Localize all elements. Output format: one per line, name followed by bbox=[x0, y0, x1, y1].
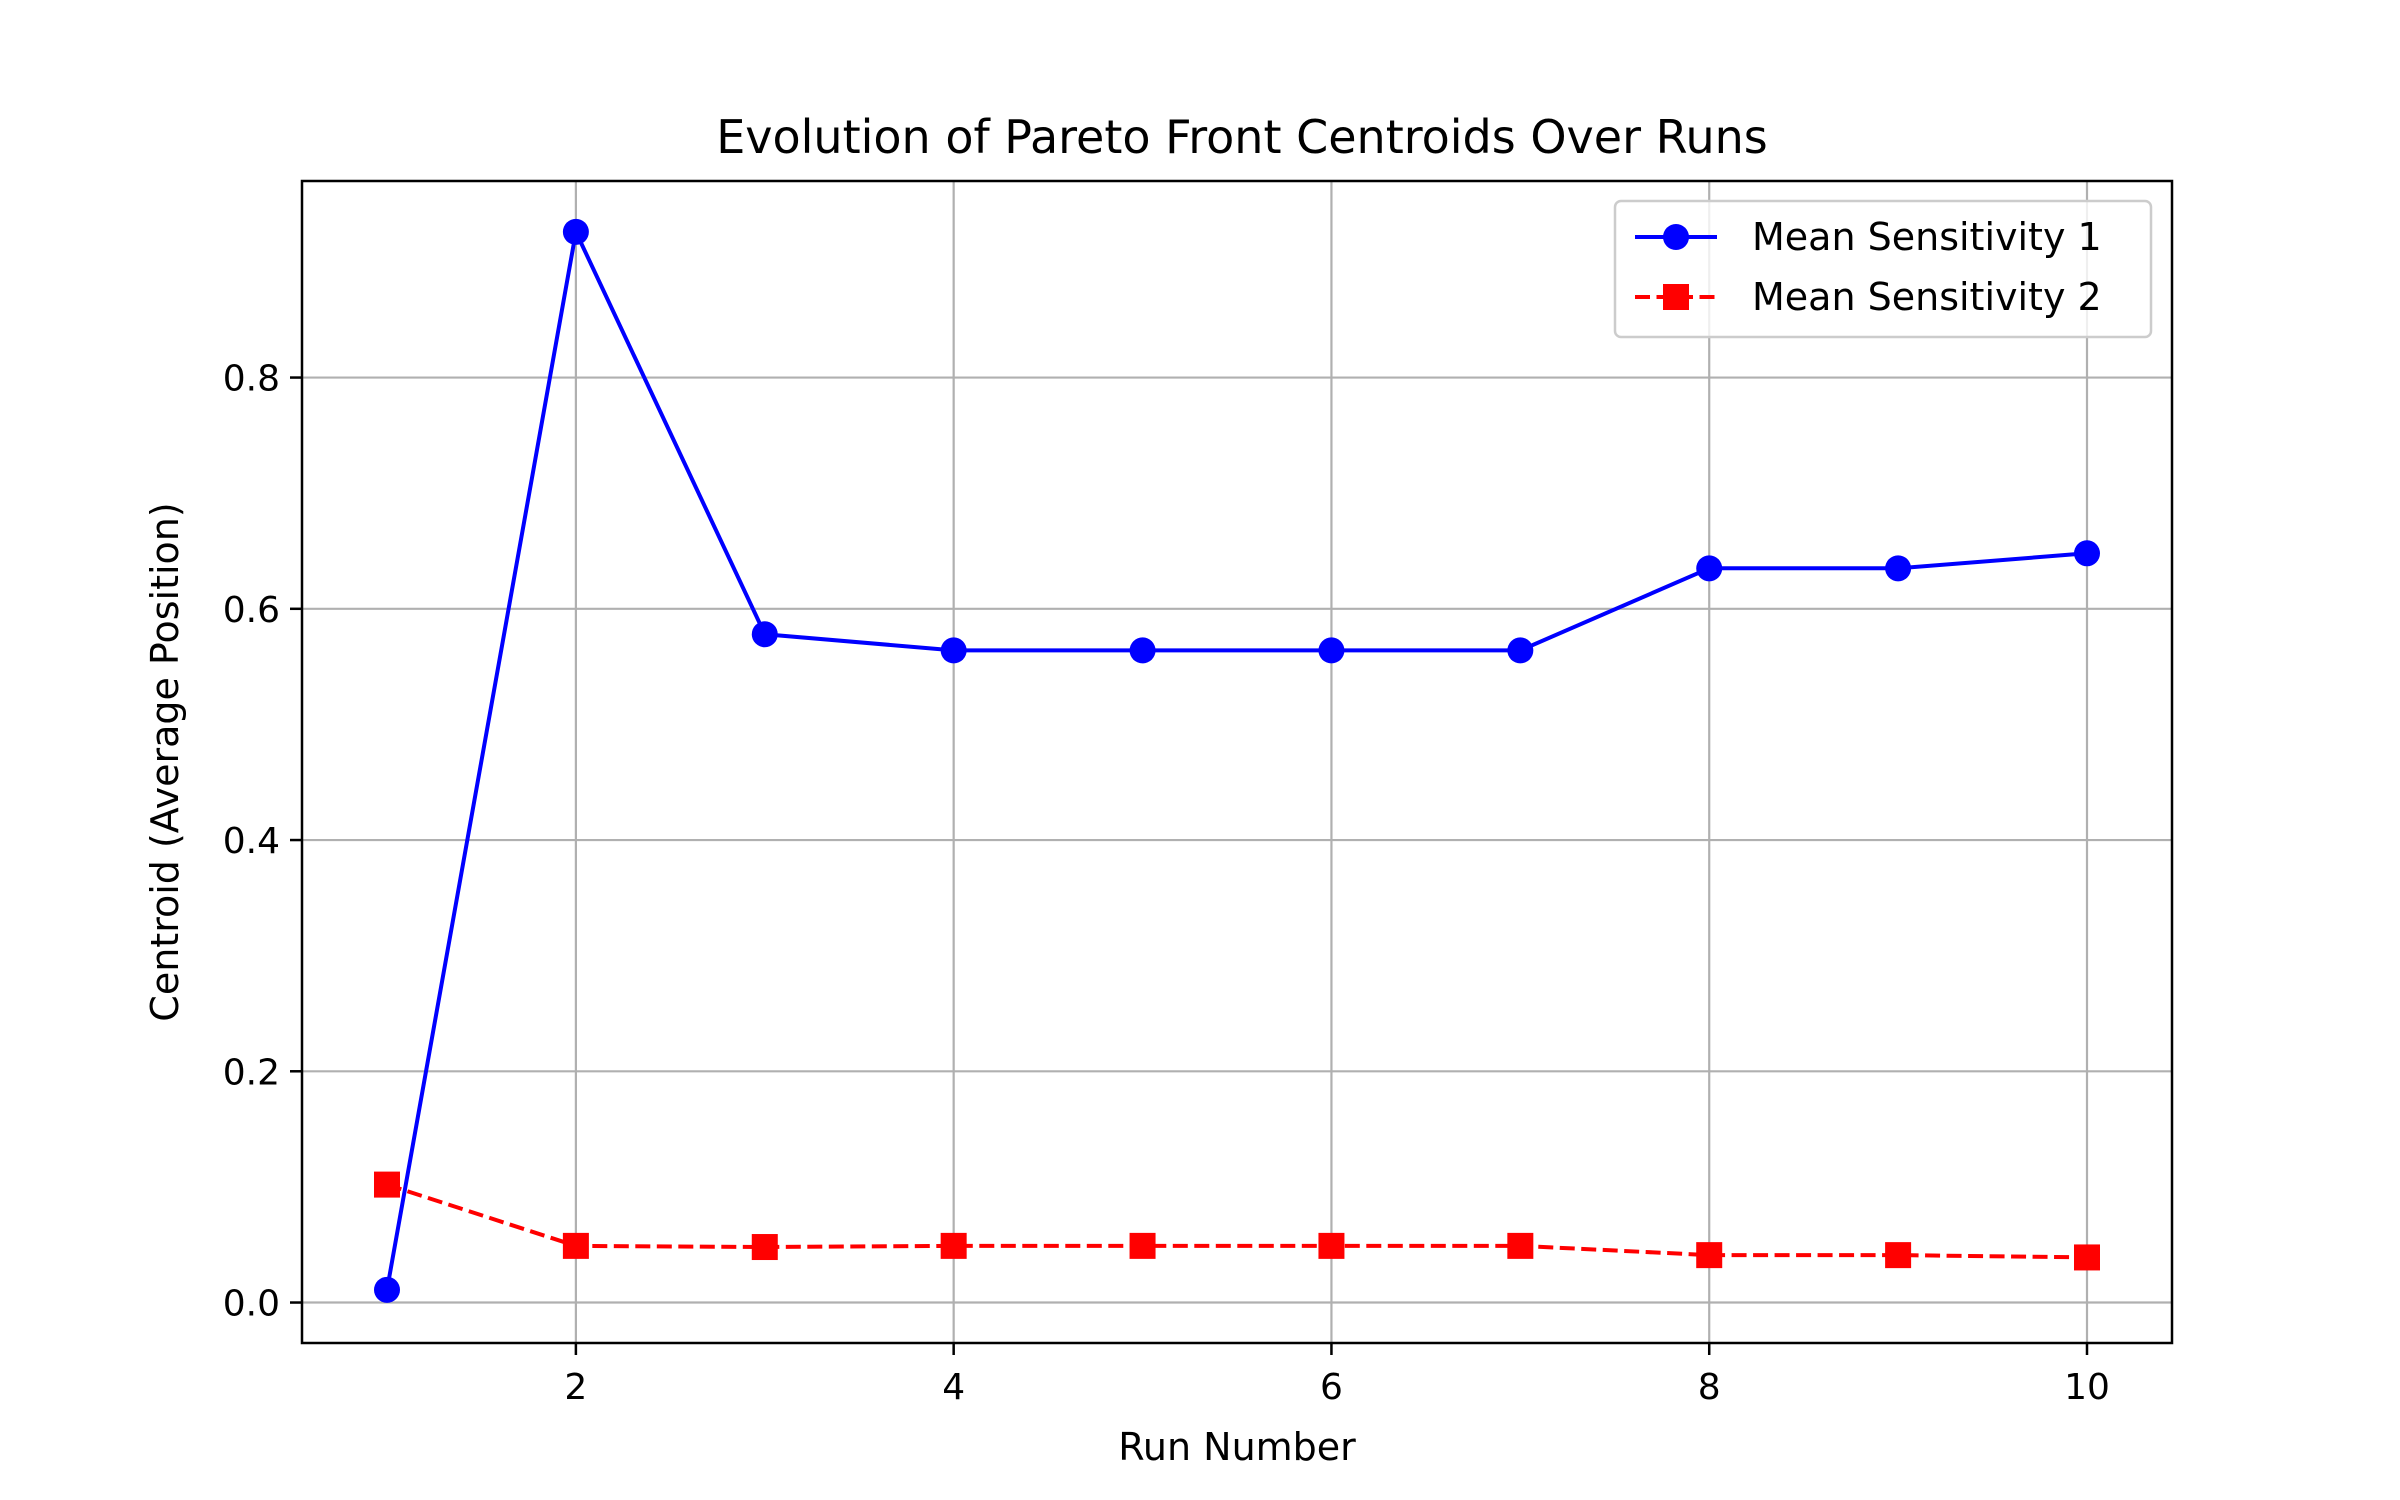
data-point bbox=[1696, 555, 1723, 582]
legend-marker bbox=[1663, 224, 1689, 250]
data-point bbox=[1129, 1232, 1156, 1259]
series-line bbox=[385, 229, 2088, 1291]
y-tick-label: 0.0 bbox=[223, 1284, 280, 1325]
y-tick-label: 0.8 bbox=[223, 359, 280, 400]
data-point bbox=[562, 218, 589, 245]
data-point bbox=[1318, 1232, 1345, 1259]
series-line bbox=[386, 1182, 2088, 1260]
series-2 bbox=[374, 1171, 2100, 1271]
data-point bbox=[374, 1276, 400, 1303]
data-point bbox=[940, 1232, 967, 1259]
legend: Mean Sensitivity 1 Mean Sensitivity 2 bbox=[1613, 199, 2153, 339]
y-tick-label: 0.4 bbox=[223, 821, 280, 862]
data-point bbox=[940, 637, 967, 664]
data-point bbox=[1885, 1242, 1912, 1269]
y-axis-label: Centroid (Average Position) bbox=[143, 502, 187, 1021]
x-tick-label: 2 bbox=[564, 1367, 587, 1408]
series-layer bbox=[374, 218, 2100, 1303]
data-point bbox=[1507, 637, 1534, 664]
data-point bbox=[1129, 637, 1156, 664]
data-point bbox=[562, 1232, 589, 1259]
series-1 bbox=[374, 218, 2100, 1303]
data-point bbox=[1696, 1242, 1723, 1269]
data-point bbox=[2074, 1244, 2100, 1271]
data-point bbox=[1885, 555, 1912, 582]
x-axis-label: Run Number bbox=[1118, 1425, 1356, 1469]
y-tick-label: 0.2 bbox=[223, 1052, 280, 1093]
y-tick-label: 0.6 bbox=[223, 590, 280, 631]
data-point bbox=[751, 1234, 778, 1261]
x-tick-label: 10 bbox=[2064, 1367, 2110, 1408]
chart-title: Evolution of Pareto Front Centroids Over… bbox=[716, 110, 1768, 164]
legend-entry: Mean Sensitivity 2 bbox=[1635, 275, 2102, 319]
legend-marker bbox=[1663, 284, 1689, 310]
legend-label: Mean Sensitivity 1 bbox=[1752, 215, 2102, 259]
legend-box bbox=[1613, 199, 2153, 339]
plot-frame bbox=[300, 179, 2174, 1345]
x-tick-label: 8 bbox=[1698, 1367, 1721, 1408]
grid bbox=[302, 181, 2172, 1343]
x-tick-label: 4 bbox=[942, 1367, 965, 1408]
data-point bbox=[1318, 637, 1345, 664]
legend-entry: Mean Sensitivity 1 bbox=[1635, 215, 2102, 259]
data-point bbox=[2074, 540, 2100, 567]
data-point bbox=[374, 1171, 400, 1198]
data-point bbox=[751, 621, 778, 648]
legend-label: Mean Sensitivity 2 bbox=[1752, 275, 2102, 319]
x-tick-label: 6 bbox=[1320, 1367, 1343, 1408]
data-point bbox=[1507, 1232, 1534, 1259]
y-axis: 0.0 0.2 0.4 0.6 0.8 bbox=[223, 359, 302, 1325]
legend-items: Mean Sensitivity 1 Mean Sensitivity 2 bbox=[1635, 215, 2102, 319]
x-axis: 2 4 6 8 10 bbox=[564, 1343, 2110, 1408]
